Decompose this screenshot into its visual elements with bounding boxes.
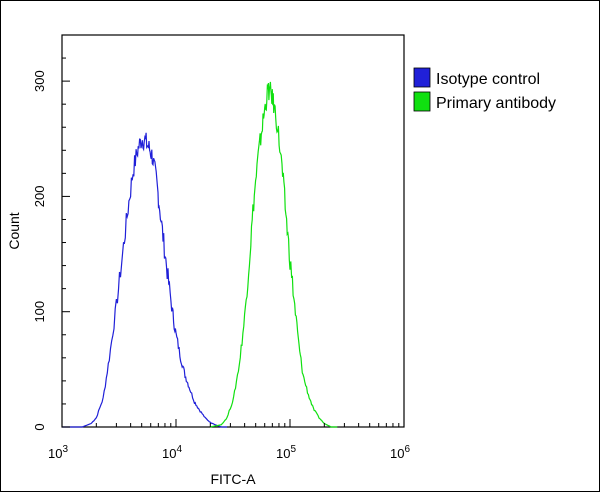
plot-area — [61, 34, 405, 428]
x-tick-label: 105 — [276, 444, 296, 461]
y-axis-title: Count — [6, 212, 22, 249]
legend-swatch-primary — [413, 91, 431, 112]
x-tick-label: 106 — [390, 444, 410, 461]
series-line-1 — [210, 81, 338, 428]
y-tick-label: 100 — [32, 301, 47, 323]
series-line-0 — [62, 132, 227, 428]
y-tick-label: 300 — [32, 70, 47, 92]
y-tick-label: 0 — [32, 423, 47, 430]
legend-item-primary: Primary antibody — [413, 91, 556, 112]
x-tick-label: 104 — [162, 444, 182, 461]
legend-label-isotype: Isotype control — [436, 71, 540, 88]
legend-swatch-isotype — [413, 67, 431, 88]
x-axis-title: FITC-A — [210, 471, 256, 487]
legend-label-primary: Primary antibody — [436, 95, 556, 112]
legend: Isotype control Primary antibody — [413, 67, 556, 112]
x-tick-label: 103 — [48, 444, 68, 461]
legend-item-isotype: Isotype control — [413, 67, 540, 88]
y-tick-label: 200 — [32, 186, 47, 208]
